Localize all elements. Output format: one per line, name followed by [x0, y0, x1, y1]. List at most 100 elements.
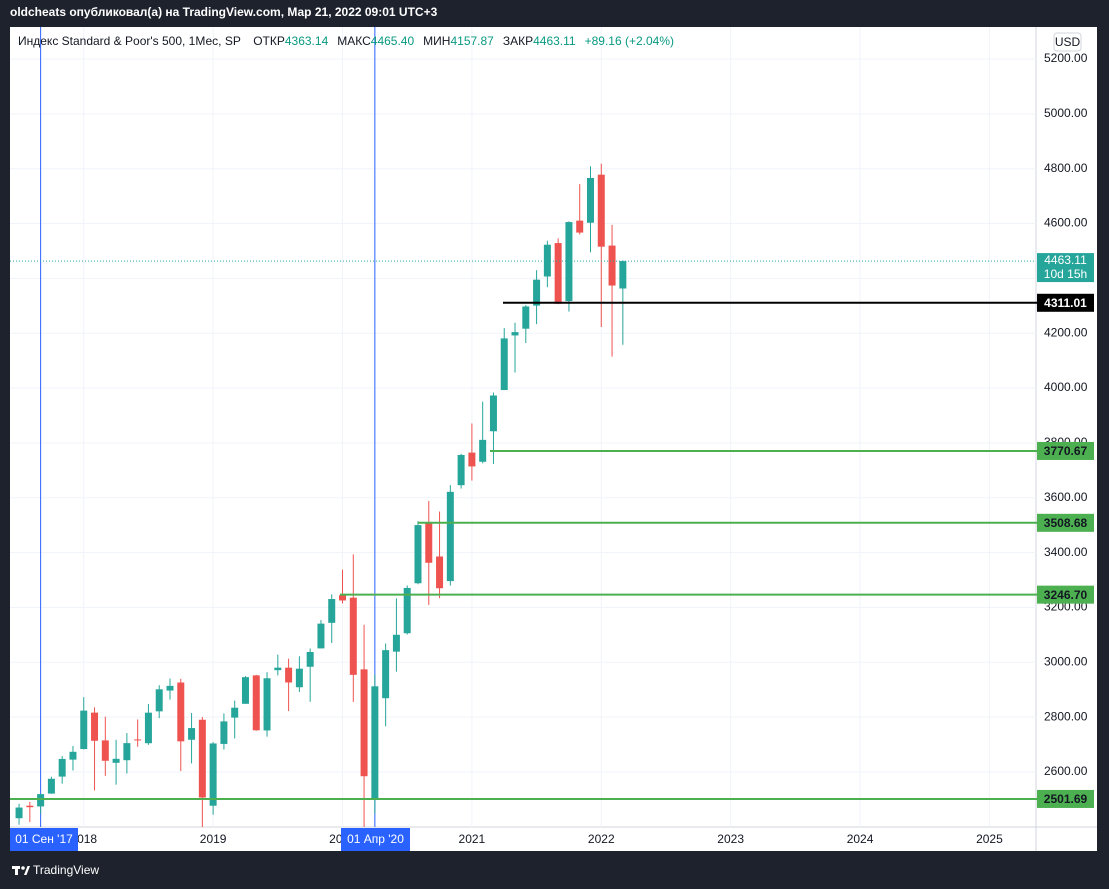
- currency-box: [1053, 32, 1082, 52]
- candle-body: [15, 807, 23, 819]
- candle-body: [468, 452, 476, 467]
- candle-body: [241, 677, 249, 704]
- candle-body: [457, 454, 465, 486]
- logo-mark: [24, 866, 30, 875]
- level-label-box: [1037, 789, 1094, 808]
- candle-body: [371, 686, 379, 800]
- candle-body: [425, 523, 433, 563]
- legend-value: 4463.11: [533, 34, 576, 48]
- candle-body: [533, 279, 541, 306]
- candle-body: [69, 751, 77, 760]
- y-tick-label: 3400.00: [1044, 545, 1088, 559]
- y-tick-label: 4000.00: [1044, 380, 1088, 394]
- x-tick-label: 2019: [200, 832, 227, 846]
- candle-body: [220, 721, 228, 744]
- candle-body: [58, 758, 66, 777]
- price-label-box: [1037, 253, 1094, 283]
- legend-label: ЗАКР: [502, 34, 534, 48]
- candle-body: [489, 395, 497, 432]
- candle-body: [252, 675, 260, 731]
- level-label: 3770.67: [1044, 444, 1088, 458]
- level-label: 3508.68: [1044, 516, 1088, 530]
- marker-label-box: [10, 828, 78, 851]
- logo: [12, 866, 30, 875]
- instrument: Индекс Standard & Poor's 500, 1Мес, SP: [18, 34, 241, 48]
- countdown: 10d 15h: [1044, 267, 1087, 281]
- logo-mark: [15, 866, 18, 875]
- level-label-box: [1037, 513, 1094, 532]
- chart-area: [10, 27, 1097, 851]
- level-label: 4311.01: [1044, 296, 1087, 310]
- y-tick-label: 2600.00: [1044, 764, 1088, 778]
- candle-body: [26, 805, 34, 808]
- candle-body: [339, 595, 347, 601]
- candle-body: [47, 778, 55, 794]
- level-label-box: [1037, 441, 1094, 460]
- candle-body: [436, 556, 444, 589]
- candle-body: [619, 261, 627, 289]
- level-label-box: [1037, 585, 1094, 604]
- candle-body: [500, 338, 508, 391]
- currency: USD: [1055, 35, 1081, 49]
- y-tick-label: 2800.00: [1044, 709, 1088, 723]
- y-tick-label: 3600.00: [1044, 490, 1088, 504]
- y-tick-label: 4800.00: [1044, 161, 1088, 175]
- x-tick-label: 2023: [717, 832, 744, 846]
- candle-body: [155, 689, 163, 712]
- candle-body: [112, 758, 120, 763]
- price-label: 4463.11: [1044, 253, 1087, 267]
- axes: 2600.002800.003000.003200.003400.003600.…: [10, 51, 1094, 851]
- candle-body: [123, 743, 131, 761]
- plot: [10, 27, 1036, 827]
- legend-value: 4157.87: [450, 34, 494, 48]
- y-tick-label: 5200.00: [1044, 51, 1088, 65]
- candle-body: [586, 177, 594, 223]
- grid: [10, 27, 1036, 827]
- candle-body: [134, 739, 142, 741]
- candle-body: [511, 332, 519, 336]
- level-label-box: [1037, 293, 1094, 312]
- candle-body: [263, 678, 271, 731]
- x-tick-label: 2024: [847, 832, 874, 846]
- candle-body: [392, 634, 400, 652]
- candle-body: [382, 650, 390, 699]
- candle-body: [91, 712, 99, 741]
- marker-label-box: [341, 828, 410, 851]
- candle-body: [231, 707, 239, 718]
- candle-body: [554, 243, 562, 304]
- candle-body: [360, 669, 368, 777]
- candle-body: [479, 439, 487, 462]
- y-tick-label: 4600.00: [1044, 216, 1088, 230]
- x-tick-label: 2022: [588, 832, 615, 846]
- y-tick-label: 4200.00: [1044, 325, 1088, 339]
- level-label: 2501.69: [1044, 792, 1088, 806]
- marker-label: 01 Сен '17: [15, 832, 73, 846]
- legend-label: МИН: [423, 34, 451, 48]
- candle-body: [446, 491, 454, 582]
- candle-body: [37, 794, 45, 807]
- legend-change: +89.16 (+2.04%): [584, 34, 675, 48]
- y-tick-label: 3000.00: [1044, 654, 1088, 668]
- candle-body: [349, 597, 357, 675]
- candle-body: [80, 710, 88, 750]
- candle-body: [414, 525, 422, 584]
- legend-label: МАКС: [337, 34, 371, 48]
- x-tick-label: 2025: [976, 832, 1003, 846]
- header: oldcheats опубликовал(а) на TradingView.…: [10, 5, 438, 19]
- candle-body: [144, 712, 152, 744]
- level-label: 3246.70: [1044, 588, 1088, 602]
- candle-body: [285, 667, 293, 683]
- candle-body: [306, 651, 314, 667]
- footer: TradingView: [33, 863, 99, 877]
- candle-body: [576, 220, 584, 233]
- candle-body: [101, 740, 109, 761]
- candle-body: [317, 623, 325, 649]
- candle-body: [295, 668, 303, 688]
- candle-body: [166, 685, 174, 691]
- candle-body: [403, 587, 411, 634]
- legend-value: 4465.40: [370, 34, 415, 48]
- logo-mark: [21, 866, 25, 870]
- candle-body: [274, 667, 282, 671]
